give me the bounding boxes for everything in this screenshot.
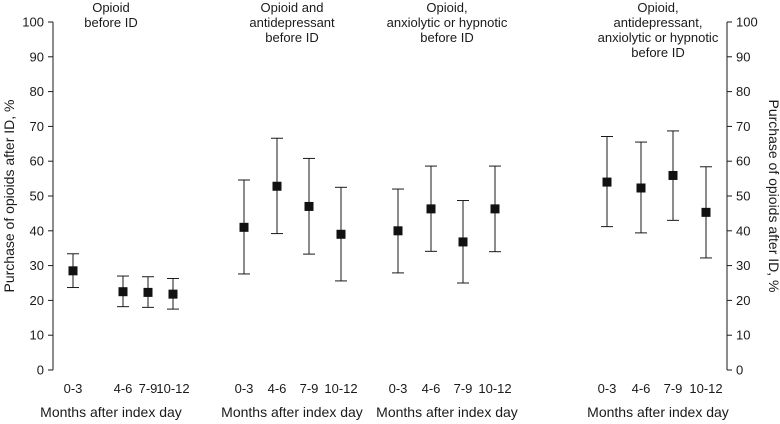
left-y-axis-title: Purchase of opioids after ID, %: [1, 100, 17, 293]
panel-3-title-line-3: before ID: [631, 45, 684, 60]
left-y-tick-label-1: 10: [30, 328, 44, 343]
panel-3-x-tick-label-2: 7-9: [664, 381, 683, 396]
panel-3-title-line-2: anxiolytic or hypnotic: [598, 30, 719, 45]
right-y-tick-label-9: 90: [736, 49, 750, 64]
right-y-tick-label-7: 70: [736, 119, 750, 134]
panel-2-x-tick-label-3: 10-12: [478, 381, 511, 396]
panel-1-x-tick-label-3: 10-12: [324, 381, 357, 396]
panel-3-title-line-1: antidepressant,: [614, 15, 703, 30]
panel-2-point-1: [426, 204, 436, 214]
panel-0-point-1: [118, 287, 128, 297]
right-y-tick-label-6: 60: [736, 154, 750, 169]
panel-3-title-line-0: Opioid,: [637, 0, 678, 15]
panel-0-point-0: [68, 266, 78, 276]
panel-0-x-tick-label-1: 4-6: [114, 381, 133, 396]
panel-0-x-tick-label-2: 7-9: [139, 381, 158, 396]
panel-0-x-tick-label-3: 10-12: [156, 381, 189, 396]
panel-0-title-line-1: before ID: [84, 15, 137, 30]
panel-1-x-tick-label-1: 4-6: [268, 381, 287, 396]
left-y-tick-label-4: 40: [30, 223, 44, 238]
panel-2-x-axis-label: Months after index day: [376, 404, 518, 420]
right-y-tick-label-5: 50: [736, 189, 750, 204]
panel-2-title-line-1: anxiolytic or hypnotic: [387, 15, 508, 30]
panel-3-point-1: [636, 183, 646, 193]
right-y-tick-label-1: 10: [736, 328, 750, 343]
panel-3-point-2: [668, 170, 678, 180]
panel-0-point-3: [168, 289, 178, 299]
panel-3-x-tick-label-1: 4-6: [632, 381, 651, 396]
panel-1-point-1: [272, 181, 282, 191]
panel-2-title-line-2: before ID: [420, 30, 473, 45]
panel-0-point-2: [143, 287, 153, 297]
panel-3-x-tick-label-3: 10-12: [689, 381, 722, 396]
panel-1-title-line-0: Opioid and: [261, 0, 324, 15]
panel-2-title-line-0: Opioid,: [426, 0, 467, 15]
panel-2-x-tick-label-2: 7-9: [454, 381, 473, 396]
panel-1-x-tick-label-2: 7-9: [300, 381, 319, 396]
panel-1-point-0: [239, 222, 249, 232]
panel-0-x-tick-label-0: 0-3: [64, 381, 83, 396]
panel-3-point-0: [602, 177, 612, 187]
panel-0-x-axis-label: Months after index day: [40, 404, 182, 420]
left-y-tick-label-2: 20: [30, 293, 44, 308]
right-y-axis-title: Purchase of opioids after ID, %: [766, 100, 780, 293]
panel-2-point-0: [393, 226, 403, 236]
right-y-tick-label-3: 30: [736, 258, 750, 273]
left-y-tick-label-0: 0: [37, 363, 44, 378]
left-y-tick-label-6: 60: [30, 154, 44, 169]
panel-3-point-3: [701, 207, 711, 217]
right-y-tick-label-2: 20: [736, 293, 750, 308]
left-y-tick-label-7: 70: [30, 119, 44, 134]
panel-1-x-tick-label-0: 0-3: [235, 381, 254, 396]
panel-1-point-3: [336, 229, 346, 239]
panel-0-title-line-0: Opioid: [92, 0, 130, 15]
panel-1-title-line-2: before ID: [265, 30, 318, 45]
panel-3-x-axis-label: Months after index day: [587, 404, 729, 420]
right-y-tick-label-0: 0: [736, 363, 743, 378]
left-y-tick-label-9: 90: [30, 49, 44, 64]
panel-1-point-2: [304, 201, 314, 211]
left-y-tick-label-3: 30: [30, 258, 44, 273]
right-y-tick-label-8: 80: [736, 84, 750, 99]
panel-2-x-tick-label-0: 0-3: [389, 381, 408, 396]
panel-2-point-3: [490, 204, 500, 214]
left-y-tick-label-5: 50: [30, 189, 44, 204]
panel-3-x-tick-label-0: 0-3: [598, 381, 617, 396]
panel-1-title-line-1: antidepressant: [249, 15, 335, 30]
left-y-tick-label-8: 80: [30, 84, 44, 99]
panel-1-x-axis-label: Months after index day: [221, 404, 363, 420]
panel-2-x-tick-label-1: 4-6: [422, 381, 441, 396]
left-y-tick-label-10: 100: [22, 15, 44, 30]
right-y-tick-label-10: 100: [736, 15, 758, 30]
right-y-tick-label-4: 40: [736, 223, 750, 238]
panel-2-point-2: [458, 237, 468, 247]
